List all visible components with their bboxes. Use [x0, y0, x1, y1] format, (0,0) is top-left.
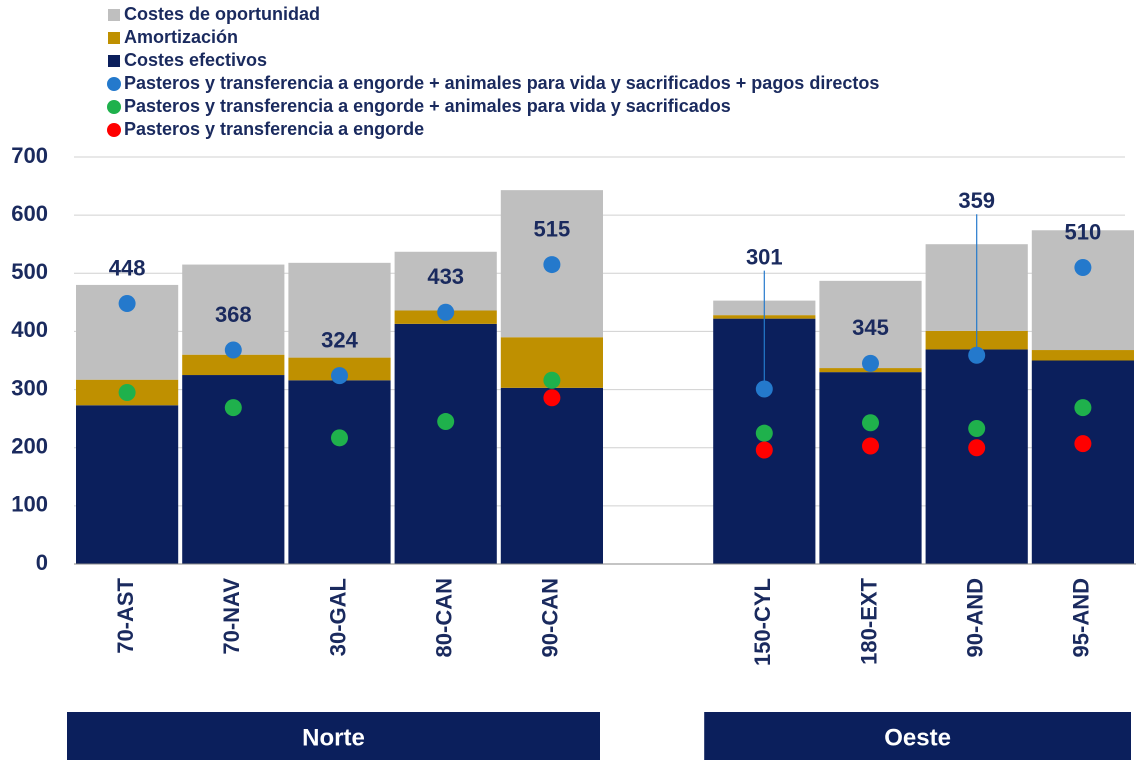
dot — [968, 420, 986, 438]
dot — [224, 399, 242, 417]
data-label: 448 — [109, 255, 146, 280]
bar-segment — [182, 264, 285, 355]
dot — [968, 439, 986, 457]
legend-label: Costes efectivos — [124, 50, 267, 70]
bar-segment — [819, 372, 922, 564]
dot — [118, 295, 136, 313]
y-tick-label: 400 — [11, 317, 48, 342]
x-tick-label: 30-GAL — [325, 578, 350, 656]
bar-segment — [76, 405, 179, 564]
legend-label: Pasteros y transferencia a engorde + ani… — [124, 96, 731, 116]
bar-segment — [288, 380, 391, 564]
data-label: 368 — [215, 302, 252, 327]
legend-label: Costes de oportunidad — [124, 4, 320, 24]
dot — [331, 367, 348, 385]
y-tick-label: 200 — [11, 434, 48, 459]
x-tick-label: 90-CAN — [538, 578, 563, 657]
y-tick-label: 600 — [11, 201, 48, 226]
legend-label: Pasteros y transferencia a engorde + ani… — [124, 73, 879, 93]
legend-swatch — [107, 77, 121, 91]
dot — [437, 413, 455, 431]
data-label: 510 — [1065, 219, 1102, 244]
legend-swatch — [107, 100, 121, 114]
y-tick-label: 500 — [11, 259, 48, 284]
bar-segment — [500, 387, 603, 564]
data-label: 345 — [852, 315, 889, 340]
dot — [755, 380, 773, 398]
dot — [862, 437, 879, 455]
legend-swatch — [108, 9, 120, 21]
data-label: 301 — [746, 244, 783, 269]
dot — [543, 371, 561, 389]
legend-swatch — [108, 32, 120, 44]
y-tick-label: 0 — [36, 550, 48, 575]
bar-segment — [1031, 350, 1134, 361]
legend-swatch — [108, 55, 120, 67]
x-tick-label: 180-EXT — [856, 577, 881, 664]
bar-segment — [819, 280, 922, 369]
data-label: 515 — [534, 216, 571, 241]
group-label: Norte — [302, 724, 365, 751]
y-tick-label: 300 — [11, 375, 48, 400]
group-box — [704, 712, 1131, 760]
x-tick-label: 70-AST — [113, 577, 138, 653]
dot — [224, 341, 242, 359]
bar-segment — [1031, 230, 1134, 351]
bar-segment — [925, 349, 1028, 564]
dot — [1074, 399, 1092, 417]
group-label: Oeste — [884, 724, 951, 751]
dot — [1074, 435, 1092, 453]
dot — [543, 389, 561, 407]
x-tick-label: 80-CAN — [432, 578, 457, 657]
dot — [862, 414, 879, 432]
legend-label: Amortización — [124, 27, 238, 47]
bar-segment — [182, 354, 285, 376]
dot — [755, 424, 773, 442]
legend-label: Pasteros y transferencia a engorde — [124, 119, 424, 139]
data-label: 433 — [427, 264, 464, 289]
dot — [968, 346, 986, 364]
x-tick-label: 90-AND — [963, 578, 988, 657]
dot — [862, 354, 879, 372]
dot — [1074, 258, 1092, 276]
bar-segment — [394, 323, 497, 564]
x-tick-label: 95-AND — [1069, 578, 1094, 657]
group-box — [67, 712, 600, 760]
data-label: 359 — [958, 188, 995, 213]
dot — [755, 441, 773, 459]
dot — [543, 256, 561, 274]
legend-swatch — [107, 123, 121, 137]
dot — [331, 429, 348, 447]
bar-segment — [1031, 360, 1134, 564]
y-tick-label: 700 — [11, 143, 48, 168]
x-tick-label: 70-NAV — [219, 578, 244, 655]
bar-segment — [394, 251, 497, 311]
bar-segment — [288, 262, 391, 358]
y-tick-label: 100 — [11, 492, 48, 517]
x-tick-label: 150-CYL — [750, 578, 775, 666]
dot — [118, 383, 136, 401]
data-label: 324 — [321, 327, 358, 352]
dot — [437, 303, 455, 321]
